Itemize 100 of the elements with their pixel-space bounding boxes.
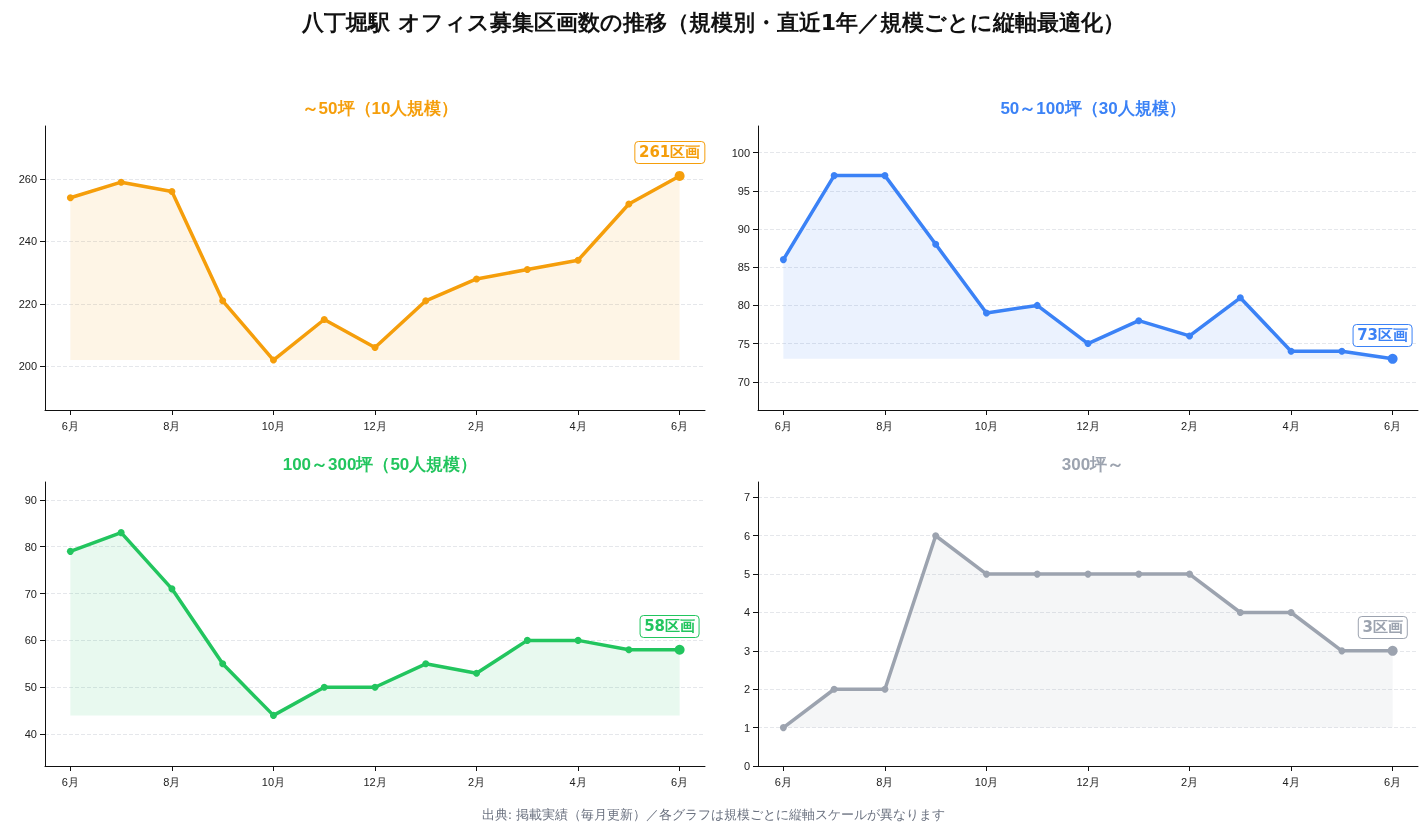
point	[1236, 608, 1244, 616]
x-tick-label: 12月	[1076, 775, 1100, 788]
point	[779, 256, 787, 264]
y-tick-label: 5	[743, 568, 750, 581]
y-tick-label: 4	[743, 606, 750, 619]
x-tick-label: 2月	[1180, 775, 1199, 788]
point	[830, 172, 838, 180]
point	[1186, 332, 1194, 340]
annotation: 58区画	[639, 614, 701, 638]
point	[881, 685, 889, 693]
y-tick-label: 240	[18, 235, 37, 248]
point	[422, 660, 430, 668]
chart-title: 50～100坪（30人規模）	[1000, 99, 1186, 118]
x-tick-label: 4月	[1282, 419, 1300, 432]
point	[779, 724, 787, 732]
point	[982, 309, 990, 317]
x-tick-label: 2月	[1180, 419, 1199, 432]
y-tick-label: 0	[743, 760, 750, 772]
point	[830, 685, 838, 693]
point	[574, 636, 582, 644]
point	[523, 636, 531, 644]
x-tick-label: 6月	[1384, 419, 1402, 432]
point	[66, 547, 74, 555]
point	[371, 344, 379, 352]
point	[625, 646, 633, 654]
x-tick-label: 12月	[363, 775, 387, 788]
x-tick-label: 8月	[876, 419, 894, 432]
point	[982, 570, 990, 578]
y-tick-label: 60	[24, 634, 37, 647]
point	[66, 194, 74, 202]
y-tick-label: 100	[731, 146, 750, 159]
point	[1033, 570, 1041, 578]
y-tick-label: 90	[24, 493, 37, 506]
point	[1084, 340, 1092, 348]
chart-title: ～50坪（10人規模）	[301, 99, 459, 118]
y-tick-label: 90	[737, 223, 750, 236]
y-tick-label: 2	[743, 683, 750, 696]
x-tick-label: 6月	[61, 775, 79, 788]
x-tick-label: 12月	[1076, 419, 1100, 432]
annotation: 261区画	[633, 140, 706, 164]
x-tick-label: 10月	[261, 419, 286, 432]
x-tick-label: 2月	[467, 419, 486, 432]
point	[932, 240, 940, 248]
x-tick-label: 8月	[163, 775, 181, 788]
point	[422, 297, 430, 305]
y-tick-label: 6	[743, 529, 750, 542]
y-tick-label: 80	[737, 299, 750, 312]
y-tick-label: 7	[743, 491, 750, 504]
x-tick-label: 8月	[163, 419, 181, 432]
point	[881, 172, 889, 180]
x-tick-label: 6月	[671, 419, 689, 432]
source-note: 出典: 掲載実績（毎月更新）／各グラフは規模ごとに縦軸スケールが異なります	[480, 806, 947, 824]
point	[1186, 570, 1194, 578]
x-tick-label: 6月	[774, 775, 792, 788]
point	[1135, 317, 1143, 325]
point	[168, 585, 176, 593]
point	[269, 356, 277, 364]
y-tick-label: 80	[24, 540, 37, 553]
point	[932, 532, 940, 540]
point	[1287, 608, 1295, 616]
point	[320, 316, 328, 323]
point	[473, 275, 481, 283]
x-tick-label: 10月	[974, 775, 999, 788]
y-tick-label: 40	[24, 728, 37, 741]
y-tick-label: 95	[737, 184, 750, 197]
point	[117, 178, 125, 186]
point	[1236, 294, 1244, 302]
y-tick-label: 1	[743, 721, 750, 734]
x-tick-label: 10月	[974, 419, 999, 432]
point	[168, 188, 176, 196]
point	[219, 660, 227, 668]
x-tick-label: 4月	[569, 775, 587, 788]
point	[1287, 347, 1295, 355]
point	[1135, 570, 1143, 578]
x-tick-label: 6月	[774, 419, 792, 432]
y-tick-label: 50	[24, 681, 37, 694]
x-tick-label: 10月	[261, 775, 286, 788]
point	[269, 711, 277, 719]
y-tick-label: 200	[18, 360, 37, 373]
point	[574, 256, 582, 264]
x-tick-label: 4月	[569, 419, 587, 432]
point	[371, 683, 379, 691]
x-tick-label: 12月	[363, 419, 387, 432]
point	[1338, 347, 1346, 355]
x-tick-label: 2月	[467, 775, 486, 788]
x-tick-label: 8月	[876, 775, 894, 788]
point	[523, 266, 531, 274]
point	[473, 669, 481, 677]
y-tick-label: 75	[737, 337, 750, 350]
annotation: 3区画	[1357, 615, 1408, 639]
point	[1033, 301, 1041, 309]
y-tick-label: 3	[743, 644, 750, 657]
y-tick-label: 260	[18, 173, 37, 186]
y-tick-label: 85	[737, 261, 750, 274]
point	[1338, 647, 1346, 655]
chart-title: 300坪～	[1061, 455, 1125, 474]
x-tick-label: 6月	[61, 419, 79, 432]
chart-title: 100～300坪（50人規模）	[282, 455, 478, 474]
y-tick-label: 70	[737, 375, 750, 388]
point	[117, 529, 125, 537]
